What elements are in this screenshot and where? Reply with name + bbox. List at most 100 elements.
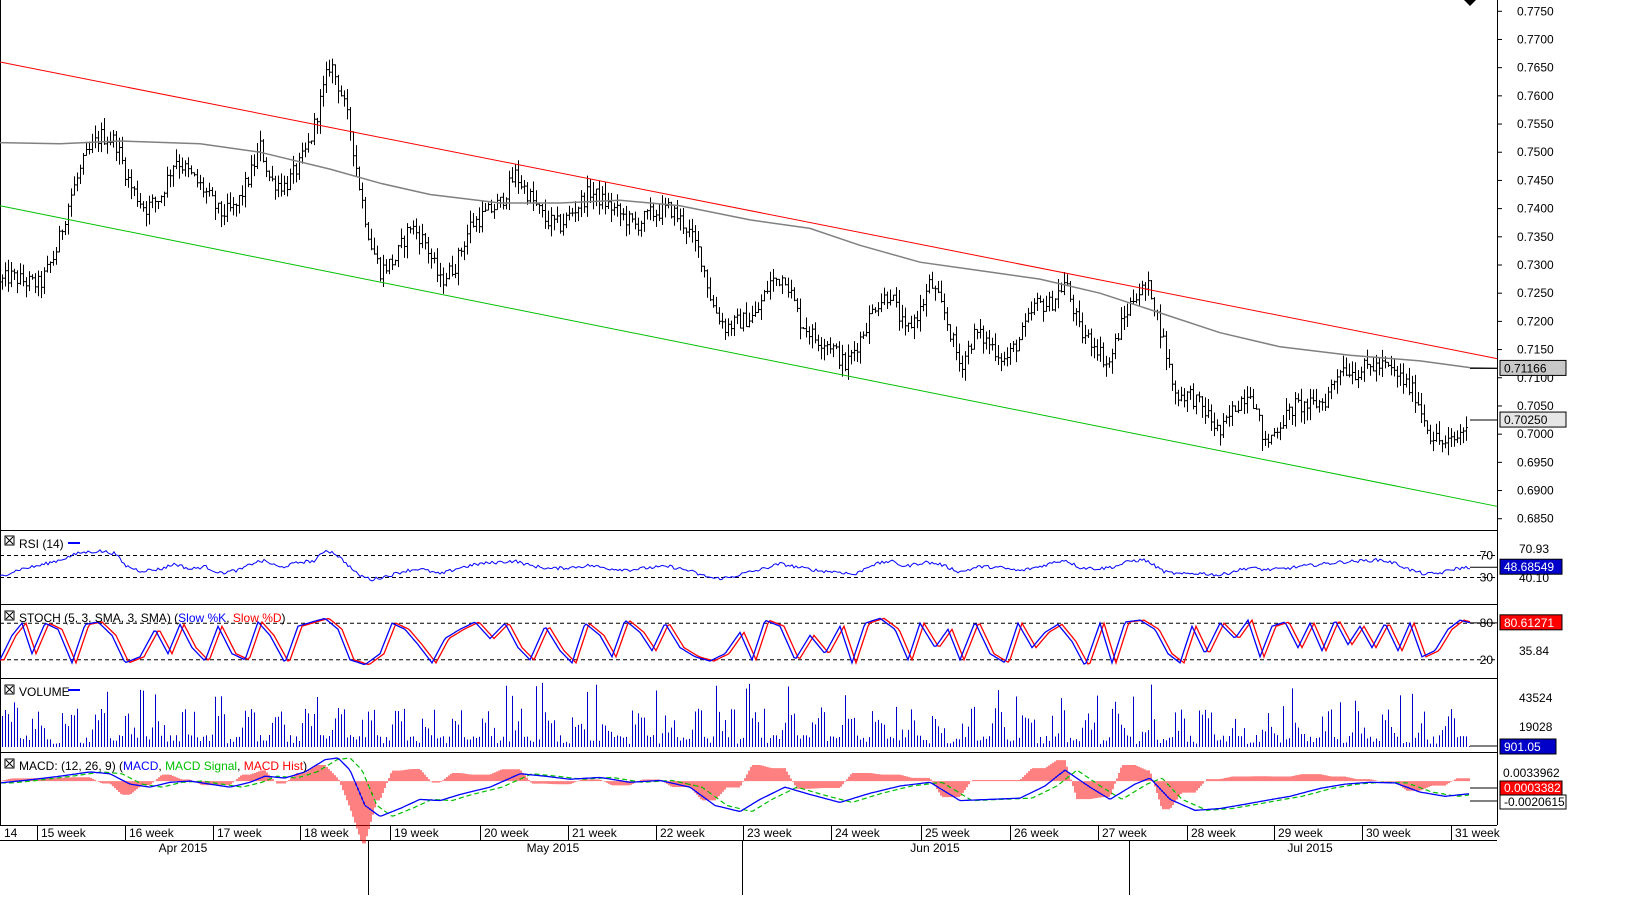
price-tick-label: 0.7650 [1517, 61, 1554, 75]
rsi-axis-label: 70.93 [1519, 542, 1549, 556]
stoch-axis-label: 35.84 [1519, 644, 1549, 658]
macd-hist-value-label: 0.0003382 [1504, 781, 1561, 795]
ma-value-label: 0.71166 [1504, 361, 1547, 375]
rsi-level-label: 30 [1480, 571, 1494, 585]
price-tick-label: 0.7050 [1517, 399, 1554, 413]
ma-value-label-box [1499, 359, 1567, 376]
price-axis: 0.7750 0.7700 0.7650 0.7600 0.7550 0.7500 0.74… [1497, 4, 1554, 526]
macd-line [0, 757, 1470, 817]
stoch-close-icon[interactable] [4, 610, 15, 621]
price-value-label-box [1499, 411, 1567, 428]
stoch-title: STOCH (5, 3, SMA, 3, SMA) (Slow %K, Slow… [4, 610, 286, 625]
price-tick-label: 0.7150 [1517, 343, 1554, 357]
macd-title: MACD: (12, 26, 9) (MACD, MACD Signal, MA… [4, 758, 307, 773]
rsi-level-label: 70 [1480, 549, 1494, 563]
week-label: 21 week [572, 826, 618, 840]
rsi-value-label: 48.68549 [1504, 560, 1554, 574]
price-tick-label: 0.7000 [1517, 427, 1554, 441]
rsi-title: RSI (14) [4, 535, 80, 551]
rsi-close-icon[interactable] [4, 535, 15, 546]
week-label: 14 [4, 826, 18, 840]
svg-text:MACD: (12, 26, 9) (MACD, MACD: MACD: (12, 26, 9) (MACD, MACD Signal, MA… [19, 759, 307, 773]
week-label: 16 week [129, 826, 175, 840]
price-tick-label: 0.7300 [1517, 258, 1554, 272]
week-label: 15 week [41, 826, 87, 840]
volume-value-label-box [1499, 738, 1557, 755]
macd-value-label: -0.0020615 [1504, 795, 1565, 809]
volume-bars [2, 682, 1470, 747]
price-tick-label: 0.7250 [1517, 286, 1554, 300]
week-label: 26 week [1014, 826, 1060, 840]
week-label: 24 week [835, 826, 881, 840]
price-tick-label: 0.7350 [1517, 230, 1554, 244]
time-axis: 14 15 week 16 week 17 week 18 week 19 week 20 … [4, 826, 1501, 895]
week-label: 23 week [747, 826, 793, 840]
macd-signal-line [1, 757, 1470, 817]
macd-close-icon[interactable] [4, 758, 15, 769]
scroll-marker-icon[interactable] [1464, 0, 1476, 6]
stoch-value-label: 80.61271 [1504, 616, 1554, 630]
macd-axis-label: 0.0033962 [1503, 766, 1560, 780]
price-panel: 0.7750 0.7700 0.7650 0.7600 0.7550 0.7500 0.74… [0, 4, 1567, 526]
price-bars [1, 58, 1468, 456]
stoch-legend-d: Slow %D [233, 611, 282, 625]
svg-text:STOCH (5, 3, SMA, 3, SMA) (Slo: STOCH (5, 3, SMA, 3, SMA) (Slow %K, Slow… [19, 611, 286, 625]
week-label: 17 week [217, 826, 263, 840]
price-tick-label: 0.7400 [1517, 202, 1554, 216]
month-label: Apr 2015 [159, 841, 208, 855]
stoch-title-text: STOCH (5, 3, SMA, 3, SMA) [19, 611, 171, 625]
volume-title-text: VOLUME [19, 685, 70, 699]
stoch-value-label-box [1499, 614, 1563, 631]
upper-trendline [0, 61, 1498, 360]
month-label: Jun 2015 [910, 841, 960, 855]
rsi-line [0, 549, 1471, 582]
rsi-title-text: RSI (14) [19, 537, 64, 551]
macd-title-text: MACD: (12, 26, 9) [19, 759, 116, 773]
price-tick-label: 0.7550 [1517, 117, 1554, 131]
month-label: May 2015 [527, 841, 580, 855]
price-tick-label: 0.7600 [1517, 89, 1554, 103]
macd-value-label-box [1499, 794, 1567, 810]
stoch-k-line [0, 617, 1471, 666]
month-label: Jul 2015 [1287, 841, 1333, 855]
week-label: 25 week [925, 826, 971, 840]
price-tick-label: 0.6950 [1517, 455, 1554, 469]
volume-panel: 43524 19028 901.05 [2, 682, 1557, 755]
price-tick-label: 0.6850 [1517, 512, 1554, 526]
price-tick-label: 0.6900 [1517, 484, 1554, 498]
price-tick-label: 0.7200 [1517, 314, 1554, 328]
price-tick-label: 0.7500 [1517, 145, 1554, 159]
week-label: 28 week [1191, 826, 1237, 840]
volume-axis-label: 19028 [1519, 720, 1553, 734]
week-label: 22 week [660, 826, 706, 840]
week-label: 31 week [1455, 826, 1501, 840]
week-label: 30 week [1366, 826, 1412, 840]
price-tick-label: 0.7450 [1517, 173, 1554, 187]
volume-title: VOLUME [4, 684, 80, 699]
macd-legend-signal: MACD Signal [165, 759, 237, 773]
stoch-legend-k: Slow %K [178, 611, 226, 625]
price-tick-label: 0.7700 [1517, 32, 1554, 46]
volume-value-label: 901.05 [1504, 740, 1541, 754]
week-label: 20 week [484, 826, 530, 840]
week-label: 18 week [304, 826, 350, 840]
rsi-value-label-box [1499, 558, 1563, 575]
panel-frames [0, 0, 1498, 841]
week-label: 27 week [1102, 826, 1148, 840]
week-label: 19 week [394, 826, 440, 840]
price-tick-label: 0.7750 [1517, 4, 1554, 18]
moving-average-line [0, 140, 1498, 369]
week-label: 29 week [1278, 826, 1324, 840]
macd-legend-hist: MACD Hist [244, 759, 304, 773]
volume-close-icon[interactable] [4, 684, 15, 695]
stoch-level-label: 20 [1480, 653, 1494, 667]
volume-axis-label: 43524 [1519, 691, 1553, 705]
price-value-label: 0.70250 [1504, 413, 1548, 427]
macd-legend-macd: MACD [123, 759, 159, 773]
lower-trendline [0, 205, 1498, 507]
